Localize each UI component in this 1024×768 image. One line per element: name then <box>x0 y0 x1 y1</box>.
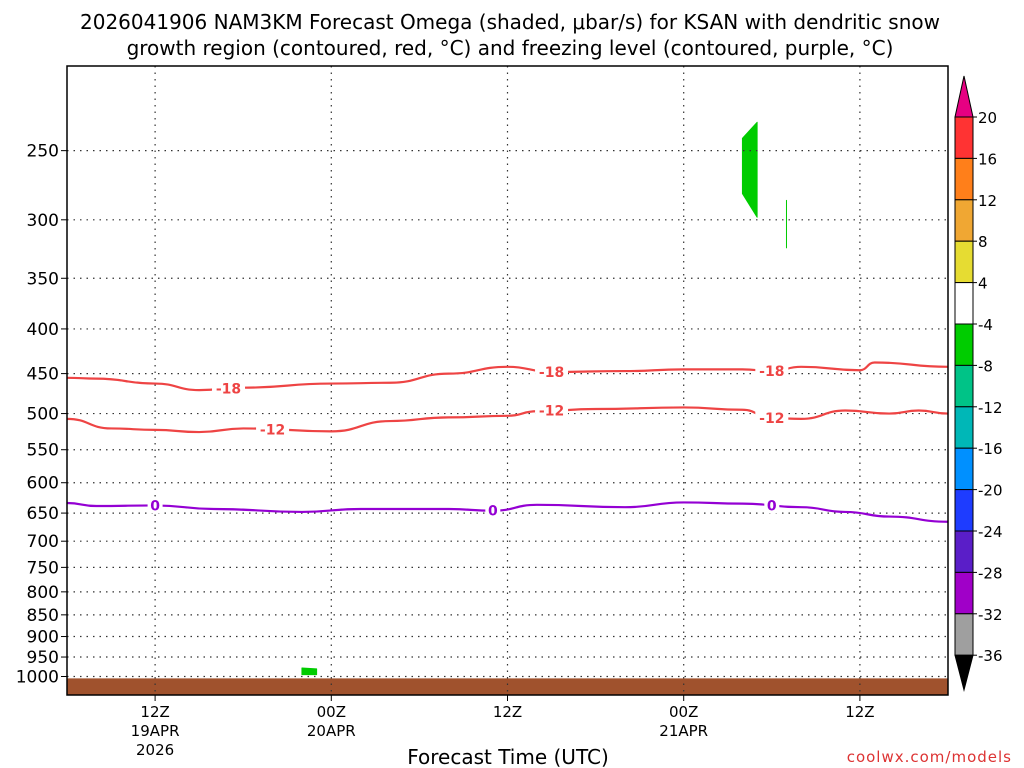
contour-label--18-2: -18 <box>759 364 784 380</box>
x-tick-date-0: 19APR <box>131 722 180 740</box>
colorbar: 20 16 12 8 4 -4 -8 -12 -16 -20 -24 -28 -32 -36 <box>954 75 1003 692</box>
colorbar-over-triangle <box>954 75 974 118</box>
terrain-fill <box>67 678 948 695</box>
colorbar-segment-7 <box>954 406 974 449</box>
y-tick-label-400: 400 <box>27 320 59 340</box>
contour-line--18 <box>66 361 949 392</box>
y-tick-label-850: 850 <box>27 606 59 626</box>
colorbar-segment-0 <box>954 116 974 159</box>
colorbar-segment-10 <box>954 530 974 573</box>
chart-title-line-2: growth region (contoured, red, °C) and f… <box>127 36 894 60</box>
contour-label--18-0: -18 <box>216 381 241 397</box>
x-tick-label-4: 12Z <box>845 703 874 721</box>
y-tick-label-800: 800 <box>27 583 59 603</box>
contour-label-bg--12-2 <box>755 410 789 427</box>
contour-label-bg-0-0 <box>147 497 163 514</box>
contour-line-0 <box>66 501 949 523</box>
colorbar-segment-6 <box>954 364 974 408</box>
colorbar-label-8: -16 <box>978 440 1003 458</box>
contour-label-bg--12-0 <box>256 421 290 438</box>
chart-title-line-1: 2026041906 NAM3KM Forecast Omega (shaded… <box>80 10 940 34</box>
contour-label-bg--18-0 <box>212 380 246 397</box>
colorbar-label-11: -28 <box>978 564 1003 582</box>
x-tick-label-3: 00Z <box>669 703 698 721</box>
x-tick-date-3: 21APR <box>659 722 708 740</box>
y-tick-label-300: 300 <box>27 211 59 231</box>
colorbar-segment-12 <box>954 613 974 656</box>
contour-label-bg-0-2 <box>764 497 780 514</box>
colorbar-label-7: -12 <box>978 399 1003 417</box>
y-tick-label-650: 650 <box>27 504 59 524</box>
colorbar-label-13: -36 <box>978 647 1003 665</box>
contour-label--12-0: -12 <box>260 422 285 438</box>
colorbar-segment-11 <box>954 571 974 615</box>
contour-label-0-1: 0 <box>488 504 498 520</box>
colorbar-label-5: -4 <box>978 316 993 334</box>
y-tick-label-700: 700 <box>27 532 59 552</box>
colorbar-label-1: 16 <box>978 150 997 168</box>
colorbar-segment-1 <box>954 157 974 201</box>
contour-label--18-1: -18 <box>539 365 564 381</box>
y-tick-label-1000: 1000 <box>16 667 59 687</box>
colorbar-label-12: -32 <box>978 606 1003 624</box>
colorbar-label-3: 8 <box>978 233 988 251</box>
x-tick-date-1: 20APR <box>307 722 356 740</box>
colorbar-segment-5 <box>954 323 974 366</box>
y-tick-label-600: 600 <box>27 474 59 494</box>
plot-frame <box>66 65 949 696</box>
contour-label-bg--18-1 <box>535 363 569 380</box>
y-tick-label-500: 500 <box>27 405 59 425</box>
colorbar-label-10: -24 <box>978 523 1003 541</box>
contour-label-bg-0-1 <box>485 502 501 519</box>
y-tick-label-350: 350 <box>27 269 59 289</box>
y-tick-label-750: 750 <box>27 558 59 578</box>
y-axis: 2503003504004505005506006507007508008509… <box>16 142 67 687</box>
colorbar-segment-8 <box>954 447 974 491</box>
colorbar-segment-9 <box>954 489 974 532</box>
colorbar-under-triangle <box>954 654 974 692</box>
colorbar-segment-3 <box>954 240 974 284</box>
contour-label-bg--18-2 <box>755 363 789 380</box>
omega-shading-layer <box>67 121 948 695</box>
y-tick-label-550: 550 <box>27 441 59 461</box>
y-tick-label-250: 250 <box>27 142 59 162</box>
contour-layer: -18 -18 -18 -12 -12 -12 0 0 0 <box>66 361 949 523</box>
x-tick-year-0: 2026 <box>136 741 174 759</box>
y-tick-label-900: 900 <box>27 628 59 648</box>
colorbar-label-0: 20 <box>978 109 997 127</box>
omega-region-2 <box>301 667 318 676</box>
credit-text: coolwx.com/models <box>847 748 1012 766</box>
contour-label--12-2: -12 <box>759 411 784 427</box>
colorbar-label-6: -8 <box>978 357 993 375</box>
y-tick-label-950: 950 <box>27 648 59 668</box>
x-tick-label-1: 00Z <box>317 703 346 721</box>
colorbar-label-4: 4 <box>978 275 988 293</box>
x-axis-label: Forecast Time (UTC) <box>407 745 609 768</box>
x-tick-label-0: 12Z <box>140 703 169 721</box>
omega-region-0 <box>741 121 758 218</box>
gridlines <box>67 66 948 695</box>
colorbar-label-9: -20 <box>978 482 1003 500</box>
colorbar-segment-4 <box>954 282 974 325</box>
contour-label-0-0: 0 <box>150 498 160 514</box>
contour-label-bg--12-1 <box>535 402 569 419</box>
plot-area: -18 -18 -18 -12 -12 -12 0 0 0 <box>66 65 949 696</box>
colorbar-segment-2 <box>954 199 974 242</box>
colorbar-label-2: 12 <box>978 192 997 210</box>
contour-label--12-1: -12 <box>539 404 564 420</box>
y-tick-label-450: 450 <box>27 365 59 385</box>
x-tick-label-2: 12Z <box>493 703 522 721</box>
contour-label-0-2: 0 <box>767 498 777 514</box>
